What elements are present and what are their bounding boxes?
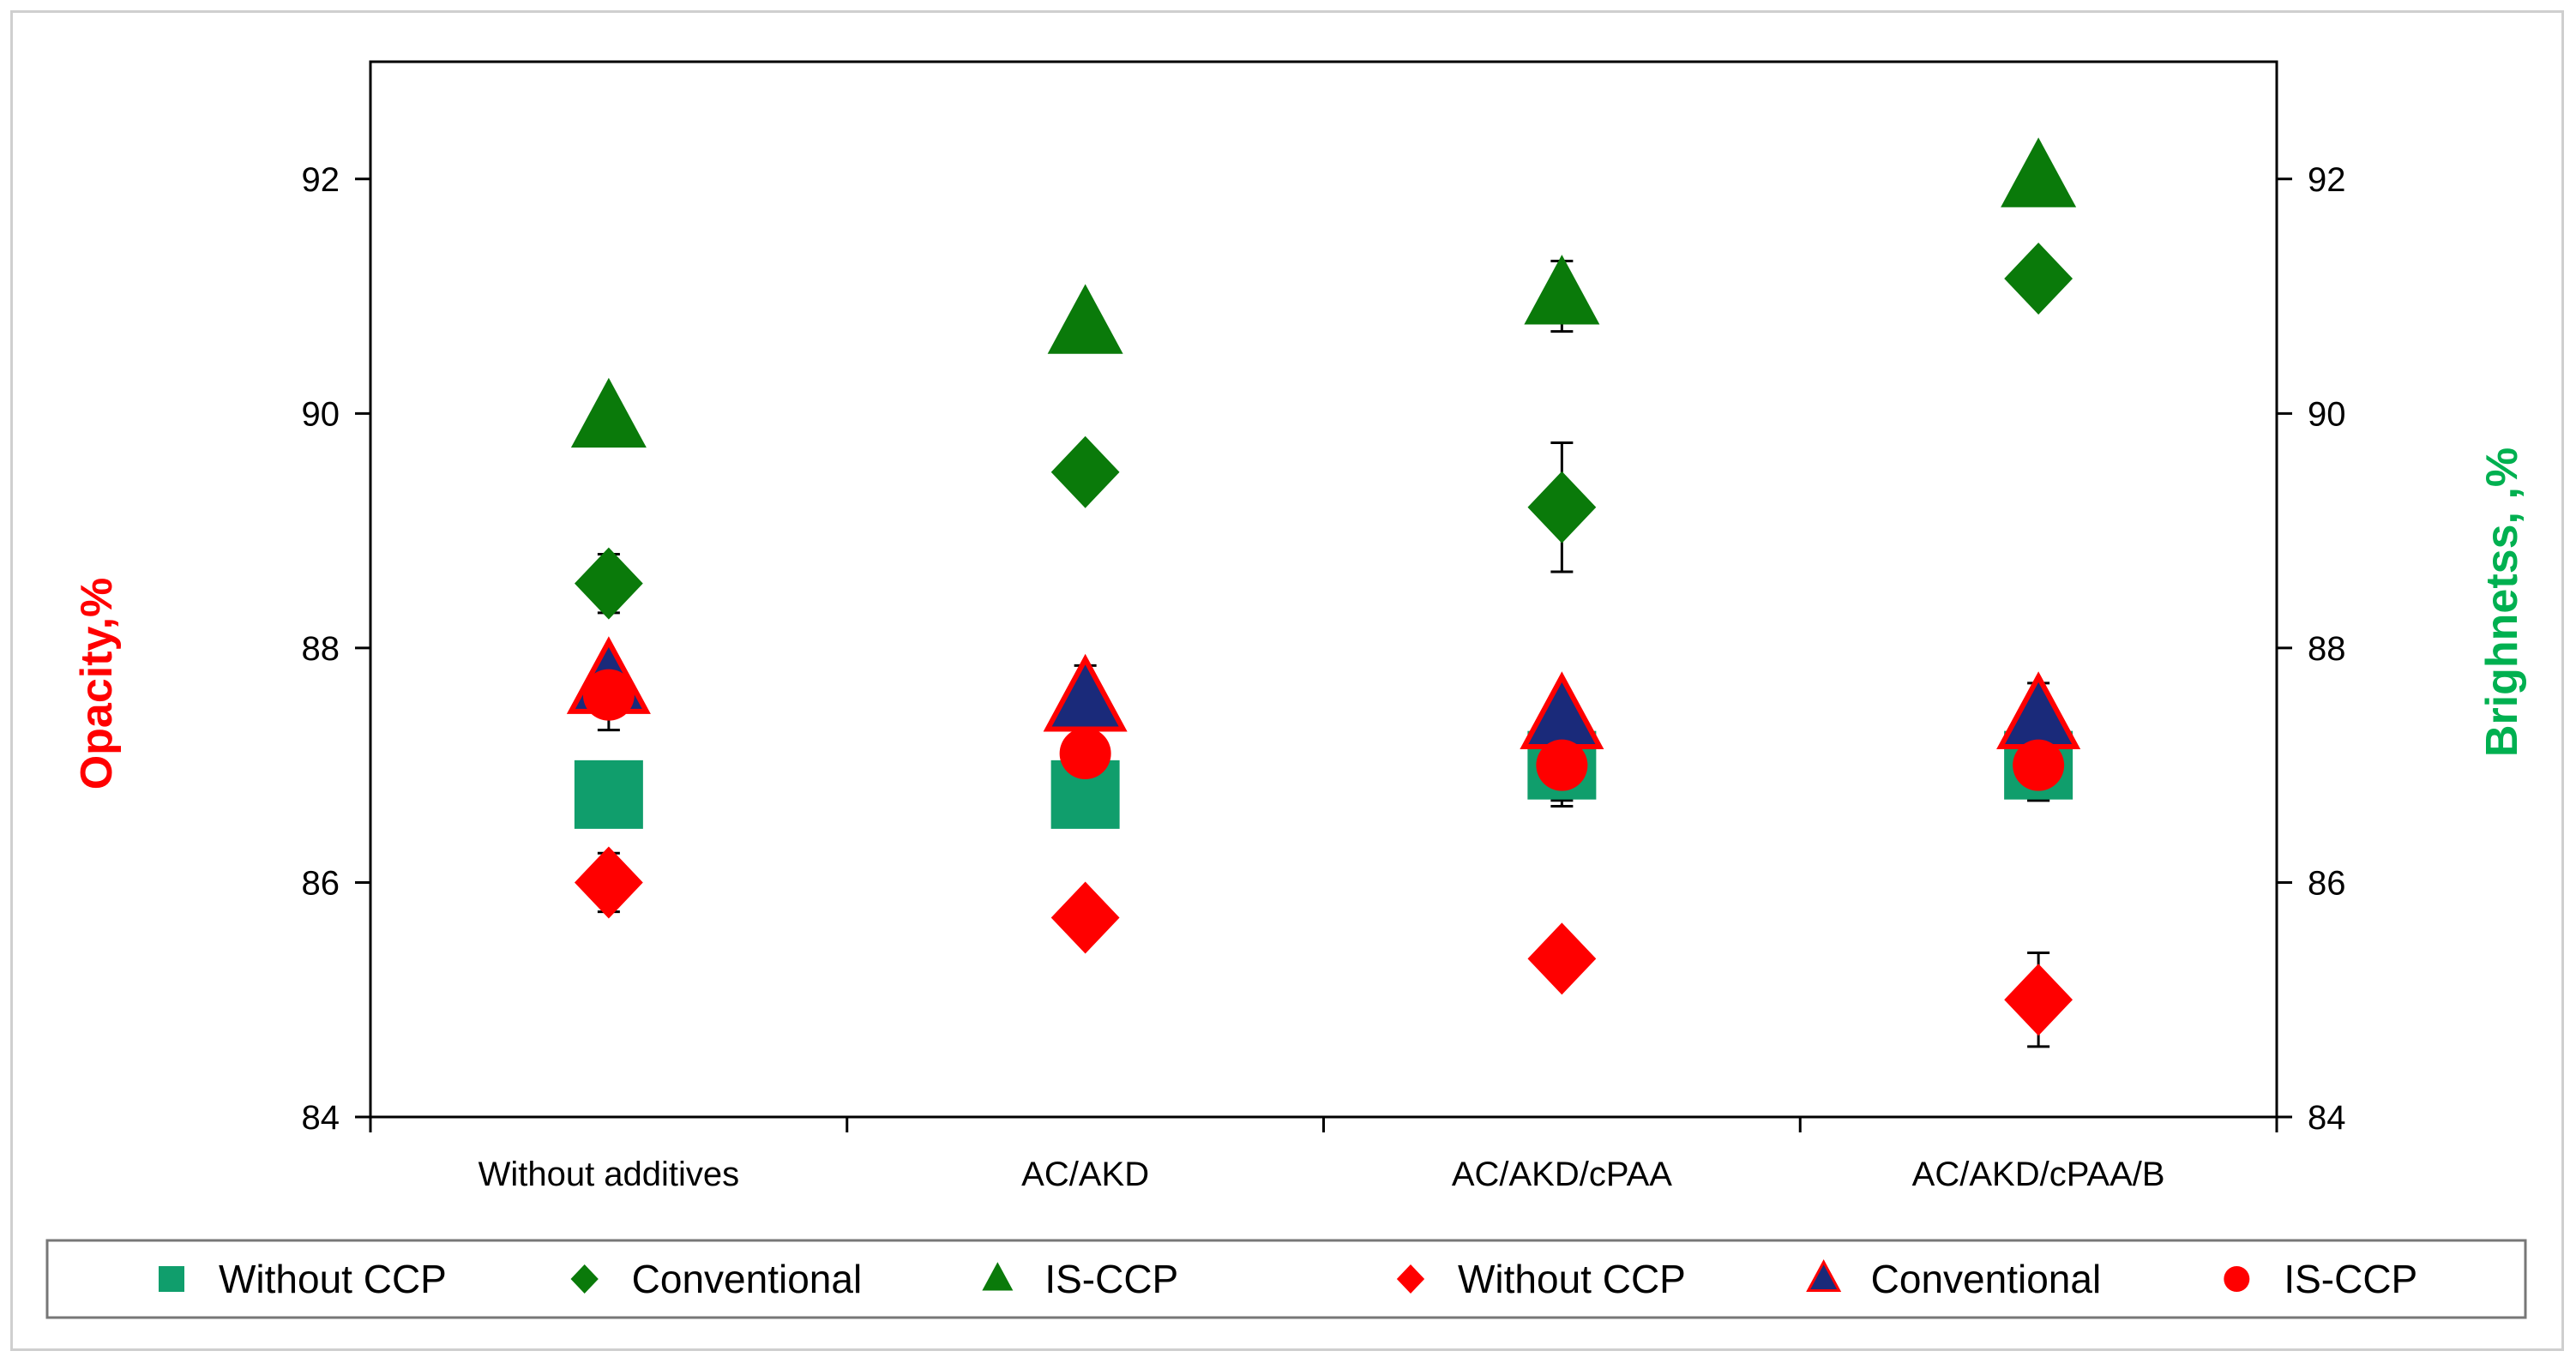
data-point — [1527, 471, 1597, 543]
legend: Without CCP Conventional IS-CCP Without CCP… — [45, 1239, 2527, 1319]
data-point — [1050, 881, 1120, 954]
axes: 84 86 88 90 92 84 86 88 90 92 Without additives AC/… — [302, 60, 2346, 1193]
legend-marker — [1806, 1259, 1842, 1292]
data-point — [1520, 671, 1604, 749]
y-left-tick-label: 88 — [302, 630, 340, 668]
y-left-tick-label: 92 — [302, 161, 340, 199]
data-point — [1050, 435, 1120, 508]
y-axis-right-title: Brighnetss, ,% — [2477, 447, 2527, 757]
legend-label: IS-CCP — [1044, 1257, 1178, 1301]
legend-marker — [1396, 1264, 1425, 1294]
legend-label: Without CCP — [1458, 1257, 1686, 1301]
y-left-tick-label: 90 — [302, 395, 340, 433]
x-tick-label: AC/AKD/cPAA — [1452, 1156, 1672, 1193]
x-tick-label: Without additives — [478, 1156, 740, 1193]
legend-marker — [570, 1264, 599, 1294]
y-left-tick-label: 86 — [302, 864, 340, 902]
data-point — [2001, 137, 2077, 207]
legend-marker — [2224, 1266, 2250, 1292]
data-markers — [566, 137, 2081, 1036]
y-right-tick-label: 88 — [2308, 630, 2346, 668]
error-bars — [597, 165, 2050, 1048]
data-point — [2004, 243, 2073, 315]
plot-area-border — [369, 60, 2278, 1119]
chart-frame — [10, 10, 2564, 1351]
data-point — [570, 377, 647, 448]
x-tick-label: AC/AKD — [1021, 1156, 1149, 1193]
legend-marker — [982, 1262, 1014, 1291]
y-right-tick-label: 84 — [2308, 1099, 2346, 1137]
data-point — [1996, 671, 2081, 749]
x-tick-label: AC/AKD/cPAA/B — [1912, 1156, 2165, 1193]
data-point — [2004, 964, 2073, 1036]
data-point — [574, 760, 643, 829]
legend-label: Conventional — [632, 1257, 863, 1301]
data-point — [1047, 284, 1123, 354]
legend-label: Conventional — [1871, 1257, 2102, 1301]
legend-label: Without CCP — [219, 1257, 447, 1301]
legend-box — [45, 1239, 2527, 1319]
data-point — [1536, 739, 1588, 791]
data-point — [574, 846, 643, 919]
data-point — [1524, 255, 1600, 325]
y-right-tick-label: 86 — [2308, 864, 2346, 902]
data-point — [582, 669, 635, 721]
data-point — [2013, 739, 2065, 791]
legend-label: IS-CCP — [2284, 1257, 2417, 1301]
data-point — [1059, 727, 1111, 779]
y-axis-left-title: Opacity,% — [72, 578, 122, 790]
data-point — [1527, 922, 1597, 995]
y-left-tick-label: 84 — [302, 1099, 340, 1137]
legend-marker — [159, 1266, 184, 1292]
data-point — [574, 547, 643, 620]
y-right-tick-label: 92 — [2308, 161, 2346, 199]
y-right-tick-label: 90 — [2308, 395, 2346, 433]
data-point — [1043, 653, 1128, 732]
